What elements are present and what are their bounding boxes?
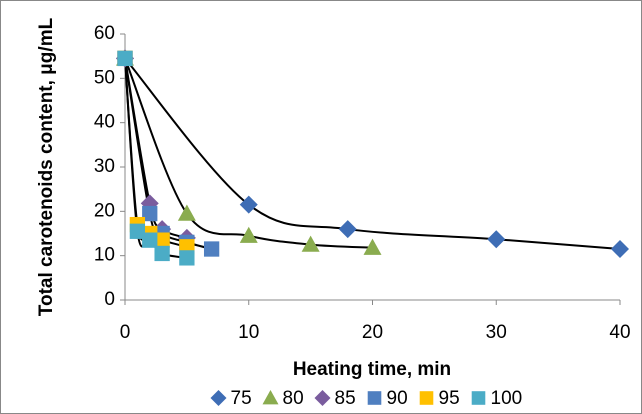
x-tick-label: 40: [609, 322, 630, 343]
legend-marker: [419, 391, 434, 405]
y-tick-label: 10: [94, 245, 115, 266]
x-tick-label: 20: [362, 322, 383, 343]
marker: [301, 235, 320, 252]
legend-marker: [262, 390, 279, 405]
y-axis-title: Total carotenoids content, μg/mL: [36, 17, 57, 316]
marker: [363, 238, 382, 255]
marker: [338, 220, 357, 239]
legend-marker: [314, 390, 331, 406]
legend-label: 100: [491, 388, 523, 409]
legend-marker: [471, 391, 486, 405]
x-tick-label: 0: [120, 322, 131, 343]
marker: [154, 245, 170, 262]
x-tick-label: 30: [486, 322, 507, 343]
y-tick-label: 30: [94, 156, 115, 177]
y-tick-label: 60: [94, 23, 115, 44]
marker: [203, 241, 220, 257]
legend-marker: [210, 390, 227, 406]
trend-line: [124, 58, 373, 249]
marker: [129, 223, 146, 239]
marker: [117, 50, 133, 67]
x-tick-label: 10: [238, 322, 259, 343]
y-tick-label: 50: [94, 67, 115, 88]
marker: [239, 195, 258, 214]
legend-label: 80: [283, 388, 304, 409]
marker: [154, 232, 170, 248]
marker: [142, 232, 158, 248]
marker: [179, 250, 195, 266]
x-axis-title: Heating time, min: [293, 359, 451, 380]
marker: [142, 205, 158, 222]
legend-label: 95: [439, 388, 460, 409]
legend-label: 85: [335, 388, 356, 409]
legend-label: 90: [387, 388, 408, 409]
y-tick-label: 20: [94, 200, 115, 221]
marker: [239, 226, 258, 243]
marker: [611, 240, 629, 259]
y-tick-label: 0: [104, 289, 115, 310]
marker: [177, 204, 196, 221]
legend-marker: [367, 391, 382, 405]
y-tick-label: 40: [94, 112, 115, 133]
marker: [487, 230, 506, 249]
legend-label: 75: [231, 388, 252, 409]
